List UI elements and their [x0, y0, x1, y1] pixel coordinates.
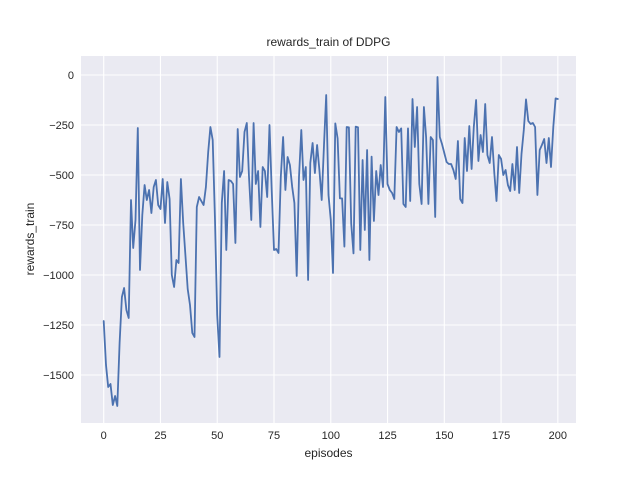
x-tick-label: 75 — [268, 430, 280, 442]
x-tick-label: 125 — [378, 430, 396, 442]
y-tick-label: −1250 — [43, 320, 74, 332]
reward-curve — [102, 76, 559, 407]
y-tick-label: −1000 — [43, 270, 74, 282]
plot-area-background — [81, 56, 576, 423]
x-tick-label: 200 — [549, 430, 567, 442]
x-axis-label: episodes — [304, 446, 353, 460]
x-tick-label: 100 — [322, 430, 340, 442]
chart-title: rewards_train of DDPG — [266, 35, 391, 49]
x-tick-label: 50 — [211, 430, 223, 442]
x-tick-label: 0 — [101, 430, 107, 442]
y-tick-label: 0 — [68, 70, 74, 82]
x-tick-label: 25 — [154, 430, 166, 442]
x-tick-label: 175 — [492, 430, 510, 442]
y-axis-label: rewards_train — [23, 202, 37, 276]
y-tick-label: −250 — [49, 120, 74, 132]
x-tick-label: 150 — [435, 430, 453, 442]
y-tick-label: −1500 — [43, 370, 74, 382]
y-tick-label: −750 — [49, 220, 74, 232]
y-tick-label: −500 — [49, 170, 74, 182]
